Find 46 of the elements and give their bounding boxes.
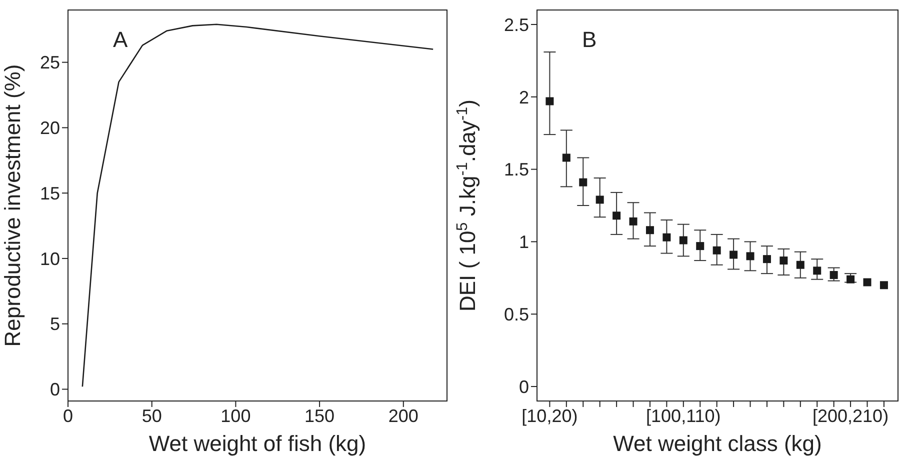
- point: [612, 212, 621, 220]
- point: [679, 236, 688, 244]
- y-tick-label: 0: [518, 376, 529, 397]
- point: [646, 226, 654, 234]
- point: [880, 281, 888, 290]
- point: [730, 250, 738, 259]
- x-tick-label: 200: [388, 406, 418, 426]
- point: [813, 266, 822, 275]
- y-tick-label: 5: [50, 314, 60, 334]
- y-axis-title: Reproductive investment (%): [0, 64, 25, 347]
- y-tick-label: 0.5: [504, 304, 529, 324]
- y-tick-label: 2.5: [504, 14, 529, 35]
- x-tick-label: [200,210): [812, 406, 889, 426]
- point: [662, 233, 671, 242]
- point: [696, 242, 704, 250]
- x-axis-title: Wet weight of fish (kg): [148, 431, 366, 456]
- y-tick-label: 1: [518, 232, 529, 252]
- point: [562, 154, 570, 162]
- x-tick-label: 0: [62, 406, 74, 426]
- y-tick-label: 1.5: [504, 160, 529, 180]
- y-tick-label: 20: [40, 118, 60, 138]
- x-tick-label: [100,110): [646, 406, 721, 426]
- x-tick-label: 50: [142, 406, 162, 426]
- point: [846, 275, 855, 284]
- point: [762, 255, 771, 264]
- annotation: A: [113, 27, 128, 52]
- x-axis-title: Wet weight class (kg): [613, 431, 822, 456]
- y-tick-label: 2: [518, 87, 529, 108]
- point: [596, 196, 604, 204]
- annotation: B: [582, 27, 597, 52]
- point: [780, 256, 788, 265]
- y-tick-label: 15: [40, 183, 60, 204]
- x-tick-label: [10,20): [522, 406, 578, 426]
- y-tick-label: 0: [50, 380, 60, 400]
- y-tick-label: 25: [40, 52, 60, 73]
- point: [712, 246, 721, 254]
- x-tick-label: 100: [220, 406, 251, 426]
- y-tick-label: 10: [40, 248, 60, 269]
- point: [629, 217, 638, 226]
- point: [579, 178, 588, 186]
- point: [796, 260, 804, 269]
- point: [746, 252, 754, 260]
- point: [863, 278, 872, 286]
- x-tick-label: 150: [304, 406, 335, 426]
- point: [830, 271, 838, 280]
- point: [546, 97, 554, 106]
